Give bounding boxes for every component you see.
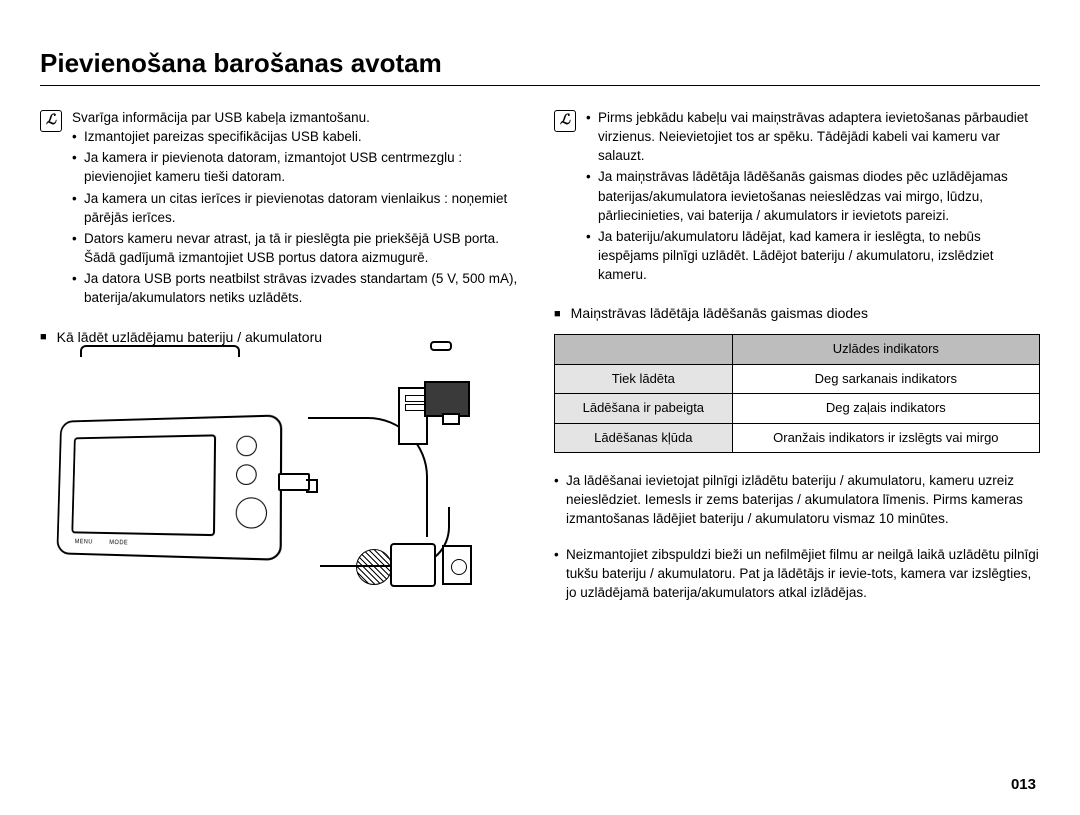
camera-body: MENU MODE <box>56 415 282 561</box>
usb-info-intro: Svarīga informācija par USB kabeļa izman… <box>72 108 526 127</box>
charging-diagram: MENU MODE <box>40 357 470 587</box>
charging-note: Neizmantojiet zibspuldzi bieži un nefilm… <box>554 545 1040 602</box>
title-rule <box>40 85 1040 86</box>
usb-plug-icon <box>278 473 310 491</box>
camera-top <box>80 345 240 357</box>
table-header-cell: Uzlādes indikators <box>732 335 1039 364</box>
usb-info-item: Dators kameru nevar atrast, ja tā ir pie… <box>72 229 526 267</box>
usb-info-item: Ja kamera ir pievienota datoram, izmanto… <box>72 148 526 186</box>
adapter-info-list: Pirms jebkādu kabeļu vai maiņstrāvas ada… <box>586 108 1040 284</box>
usb-info-text: Svarīga informācija par USB kabeļa izman… <box>72 108 526 310</box>
camera-buttons <box>236 436 268 529</box>
table-rowhead: Lādēšanas kļūda <box>555 423 733 452</box>
table-header-row: Uzlādes indikators <box>555 335 1040 364</box>
adapter-info-box: ℒ Pirms jebkādu kabeļu vai maiņstrāvas a… <box>554 108 1040 286</box>
table-cell: Deg zaļais indikators <box>732 394 1039 423</box>
usb-info-item: Ja datora USB ports neatbilst strāvas iz… <box>72 269 526 307</box>
table-cell: Deg sarkanais indikators <box>732 364 1039 393</box>
left-column: ℒ Svarīga informācija par USB kabeļa izm… <box>40 108 526 618</box>
usb-info-box: ℒ Svarīga informācija par USB kabeļa izm… <box>40 108 526 310</box>
camera-screen <box>71 435 216 537</box>
adapter-info-item: Pirms jebkādu kabeļu vai maiņstrāvas ada… <box>586 108 1040 165</box>
note-icon: ℒ <box>554 110 576 132</box>
table-rowhead: Lādēšana ir pabeigta <box>555 394 733 423</box>
camera-mode-label: MODE <box>109 540 128 549</box>
wall-outlet-icon <box>442 545 472 585</box>
adapter-info-item: Ja bateriju/akumulatoru lādējat, kad kam… <box>586 227 1040 284</box>
adapter-info-text: Pirms jebkādu kabeļu vai maiņstrāvas ada… <box>586 108 1040 286</box>
usb-info-item: Izmantojiet pareizas specifikācijas USB … <box>72 127 526 146</box>
table-row: Lādēšanas kļūda Oranžais indikators ir i… <box>555 423 1040 452</box>
table-rowhead: Tiek lādēta <box>555 364 733 393</box>
right-column: ℒ Pirms jebkādu kabeļu vai maiņstrāvas a… <box>554 108 1040 618</box>
page-number: 013 <box>1011 776 1036 793</box>
camera-shutter <box>430 341 452 351</box>
led-heading: Maiņstrāvas lādētāja lādēšanās gaismas d… <box>554 304 1040 324</box>
adapter-info-item: Ja maiņstrāvas lādētāja lādēšanās gaisma… <box>586 167 1040 224</box>
usb-info-list: Izmantojiet pareizas specifikācijas USB … <box>72 127 526 307</box>
camera-button <box>236 465 257 486</box>
table-cell: Oranžais indikators ir izslēgts vai mirg… <box>732 423 1039 452</box>
page-title: Pievienošana barošanas avotam <box>40 48 1040 79</box>
camera-dpad <box>236 498 268 530</box>
usb-info-item: Ja kamera un citas ierīces ir pievienota… <box>72 189 526 227</box>
camera-menu-label: MENU <box>75 539 93 548</box>
camera-bottom-labels: MENU MODE <box>75 539 129 549</box>
led-indicator-table: Uzlādes indikators Tiek lādēta Deg sarka… <box>554 334 1040 453</box>
power-adapter-icon <box>390 543 436 587</box>
table-header-cell <box>555 335 733 364</box>
monitor-icon <box>424 381 470 417</box>
note-icon: ℒ <box>40 110 62 132</box>
charging-note: Ja lādēšanai ievietojat pilnīgi izlādētu… <box>554 471 1040 528</box>
content-columns: ℒ Svarīga informācija par USB kabeļa izm… <box>40 108 1040 618</box>
camera-button <box>236 436 257 457</box>
table-row: Tiek lādēta Deg sarkanais indikators <box>555 364 1040 393</box>
charging-notes-list: Ja lādēšanai ievietojat pilnīgi izlādētu… <box>554 471 1040 602</box>
table-row: Lādēšana ir pabeigta Deg zaļais indikato… <box>555 394 1040 423</box>
